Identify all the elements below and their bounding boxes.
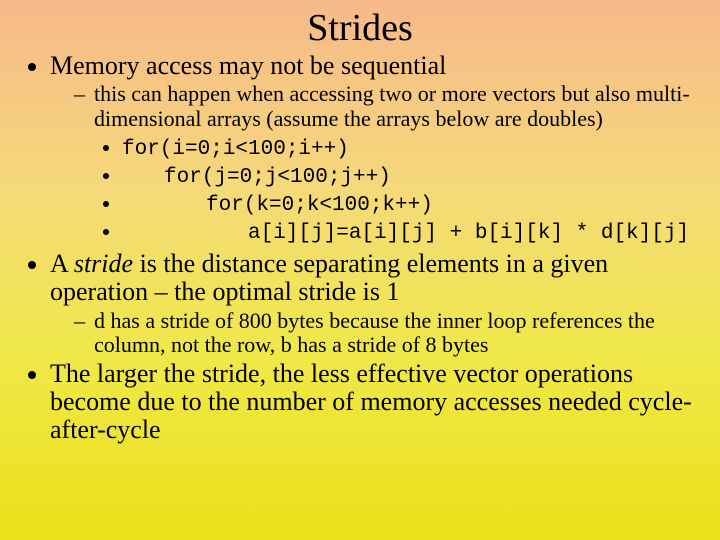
bullet-stride-effectiveness: The larger the stride, the less effectiv… [50,360,700,444]
bullet-text-pre: A [50,249,74,278]
bullet-stride-definition: A stride is the distance separating elem… [50,250,700,357]
code-line-1: for(i=0;i<100;i++) [122,135,700,163]
bullet-text: Memory access may not be sequential [50,51,446,80]
code-list: for(i=0;i<100;i++) for(j=0;j<100;j++) fo… [94,135,700,246]
code-text: a[i][j]=a[i][j] + b[i][k] * d[k][j] [122,222,689,245]
bullet-list-level2: this can happen when accessing two or mo… [50,82,700,246]
sub-bullet-text: d has a stride of 800 bytes because the … [94,308,655,358]
bullet-memory-access: Memory access may not be sequential this… [50,52,700,246]
slide-container: Strides Memory access may not be sequent… [0,0,720,456]
code-line-2: for(j=0;j<100;j++) [122,163,700,191]
bullet-list-level1: Memory access may not be sequential this… [20,52,700,444]
slide-title: Strides [20,6,700,50]
bullet-text-em: stride [74,249,133,278]
bullet-list-level2: d has a stride of 800 bytes because the … [50,309,700,358]
sub-bullet-vectors: this can happen when accessing two or mo… [80,82,700,246]
code-text: for(j=0;j<100;j++) [122,166,391,189]
code-line-3: for(k=0;k<100;k++) [122,191,700,219]
bullet-text: The larger the stride, the less effectiv… [50,359,692,444]
code-line-4: a[i][j]=a[i][j] + b[i][k] * d[k][j] [122,219,700,247]
code-text: for(i=0;i<100;i++) [122,138,349,161]
code-text: for(k=0;k<100;k++) [122,194,433,217]
bullet-text-post: is the distance separating elements in a… [50,249,608,306]
sub-bullet-text: this can happen when accessing two or mo… [94,81,690,131]
sub-bullet-stride-bytes: d has a stride of 800 bytes because the … [80,309,700,358]
